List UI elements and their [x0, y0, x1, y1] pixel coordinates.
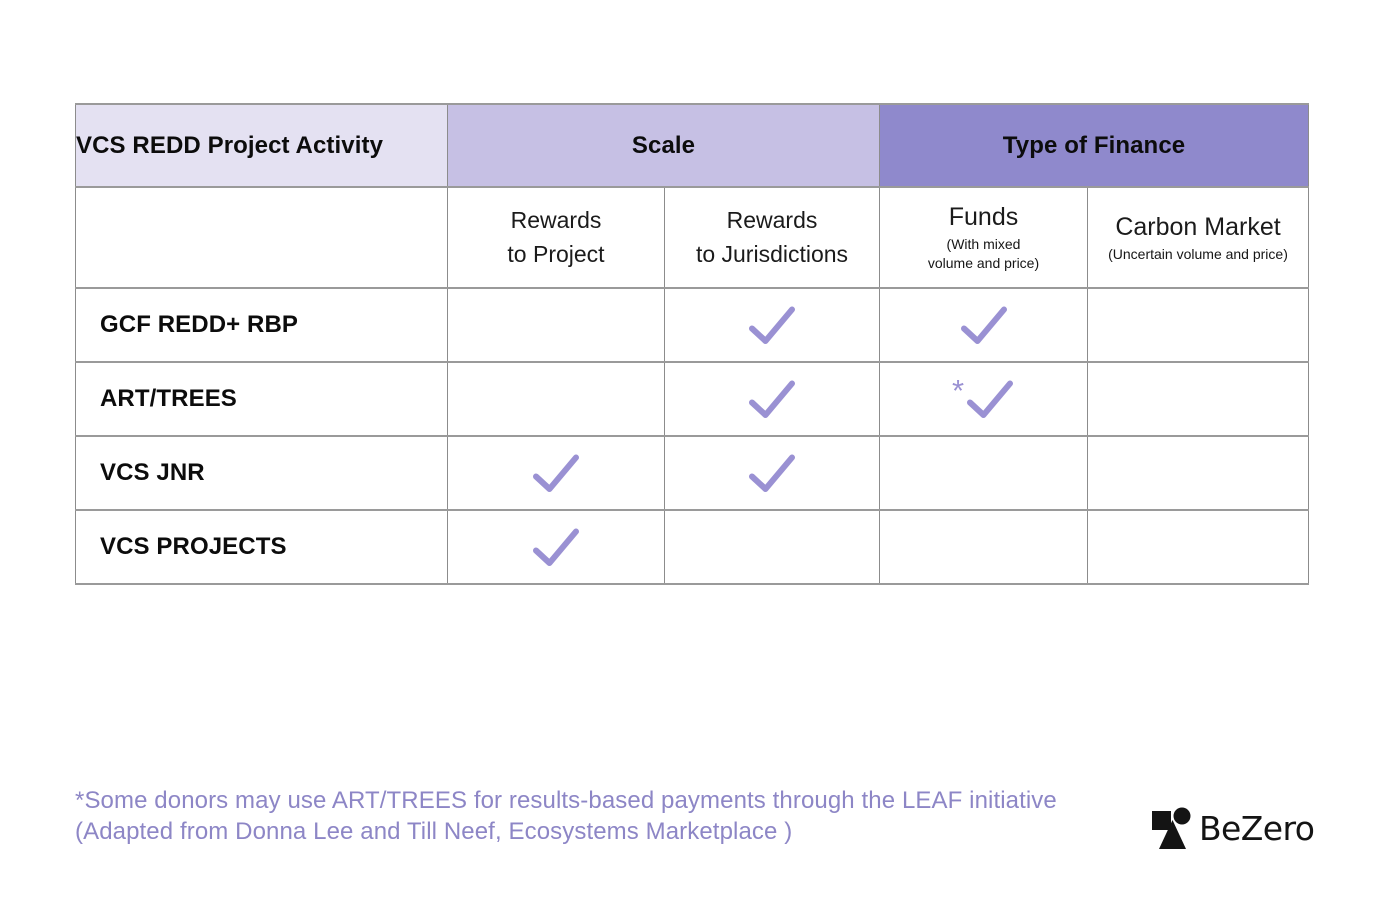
column-header-carbon-market: Carbon Market (Uncertain volume and pric…: [1086, 186, 1310, 289]
matrix-cell: [879, 509, 1088, 585]
checkmark-icon: [749, 454, 795, 492]
check-cell-content: *: [951, 372, 1015, 421]
group-header-scale: Scale: [447, 103, 880, 188]
table-row: ART/TREES *: [75, 361, 1310, 437]
matrix-cell: [664, 435, 880, 511]
footnote-line-2: (Adapted from Donna Lee and Till Neef, E…: [75, 818, 793, 845]
checkmark-icon: [533, 454, 579, 492]
checkmark-icon: [533, 528, 579, 566]
redd-finance-table: VCS REDD Project Activity Scale Type of …: [75, 103, 1310, 585]
matrix-cell: [447, 361, 665, 437]
checkmark-icon: [967, 380, 1014, 418]
column-header-row: Rewards to Project Rewards to Jurisdicti…: [75, 186, 1310, 289]
column-header-label: Funds: [948, 203, 1019, 232]
matrix-cell: [1086, 435, 1310, 511]
matrix-cell: *: [879, 361, 1088, 437]
matrix-cell: [1086, 361, 1310, 437]
matrix-cell: [879, 435, 1088, 511]
matrix-cell: [1086, 287, 1310, 363]
empty-corner-cell: [75, 186, 448, 289]
matrix-cell: [664, 287, 880, 363]
matrix-cell: [664, 361, 880, 437]
column-header-rewards-to-project: Rewards to Project: [447, 186, 665, 289]
checkmark-icon: [749, 306, 795, 344]
footnote-line-1: *Some donors may use ART/TREES for resul…: [75, 787, 1057, 814]
bezero-balance-icon: [1152, 807, 1191, 849]
bezero-logo: BeZero: [1152, 807, 1315, 849]
check-cell-content: [531, 526, 581, 569]
matrix-cell: [664, 509, 880, 585]
check-cell-content: [747, 378, 797, 421]
asterisk-mark: *: [951, 372, 965, 408]
checkmark-icon: [960, 306, 1007, 344]
matrix-cell: [447, 287, 665, 363]
column-header-subtext: (Uncertain volume and price): [1108, 245, 1288, 262]
bezero-logo-text: BeZero: [1199, 808, 1315, 848]
matrix-cell: [1086, 509, 1310, 585]
check-cell-content: [531, 452, 581, 495]
table-row: GCF REDD+ RBP: [75, 287, 1310, 363]
footnote: *Some donors may use ART/TREES for resul…: [75, 785, 1057, 847]
corner-header: VCS REDD Project Activity: [75, 103, 448, 188]
row-label: VCS PROJECTS: [75, 509, 448, 585]
column-header-label: Carbon Market: [1115, 212, 1281, 241]
table-row: VCS JNR: [75, 435, 1310, 511]
check-cell-content: [959, 304, 1009, 347]
checkmark-icon: [749, 380, 795, 418]
matrix-cell: [879, 287, 1088, 363]
column-header-subtext: (With mixed volume and price): [927, 236, 1040, 271]
check-cell-content: [747, 452, 797, 495]
row-label: ART/TREES: [75, 361, 448, 437]
column-header-rewards-to-jurisdictions: Rewards to Jurisdictions: [664, 186, 880, 289]
column-header-label: Rewards to Jurisdictions: [695, 207, 849, 267]
row-label: VCS JNR: [75, 435, 448, 511]
group-header-row: VCS REDD Project Activity Scale Type of …: [75, 103, 1310, 188]
matrix-cell: [447, 435, 665, 511]
column-header-label: Rewards to Project: [507, 207, 605, 267]
matrix-cell: [447, 509, 665, 585]
group-header-type-of-finance: Type of Finance: [878, 103, 1310, 188]
row-label: GCF REDD+ RBP: [75, 287, 448, 363]
column-header-funds: Funds (With mixed volume and price): [879, 186, 1088, 289]
check-cell-content: [747, 304, 797, 347]
table-row: VCS PROJECTS: [75, 509, 1310, 585]
